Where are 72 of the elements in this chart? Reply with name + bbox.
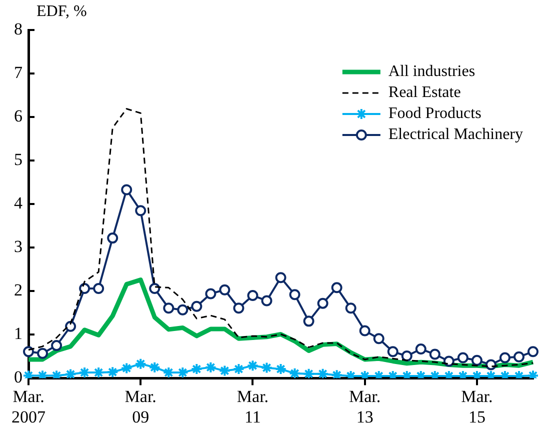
point — [302, 368, 315, 378]
point — [218, 364, 231, 377]
point — [303, 316, 314, 327]
x-tick-label: Mar. 13 — [349, 386, 381, 426]
y-tick-label: 8 — [14, 19, 22, 38]
point — [429, 348, 440, 360]
point — [163, 302, 174, 314]
point — [331, 282, 342, 294]
point — [471, 354, 482, 366]
point — [261, 295, 272, 306]
point — [107, 232, 118, 244]
point — [233, 302, 244, 314]
point — [246, 360, 259, 372]
point — [106, 366, 119, 378]
point — [92, 366, 105, 378]
point — [275, 272, 286, 284]
point — [457, 352, 468, 364]
point — [205, 288, 216, 300]
point — [387, 346, 398, 358]
point — [232, 363, 245, 376]
y-tick-label: 3 — [14, 237, 22, 256]
point — [219, 284, 230, 296]
y-tick-label: 7 — [14, 62, 23, 82]
point — [443, 356, 454, 367]
point — [191, 300, 202, 312]
point — [23, 346, 34, 358]
legend-label: Food Products — [388, 105, 482, 122]
point — [316, 368, 329, 378]
point — [120, 362, 133, 374]
point — [134, 358, 147, 370]
point — [93, 283, 104, 294]
y-tick-label: 5 — [14, 150, 22, 170]
point — [247, 290, 258, 302]
point — [317, 298, 328, 309]
x-tick-label: Mar. 11 — [236, 386, 269, 426]
x-tick-label: Mar. 15 — [461, 386, 493, 426]
point — [274, 363, 287, 376]
point — [415, 344, 426, 355]
legend-label: Real Estate — [388, 84, 461, 102]
legend-label: Electrical Machinery — [388, 126, 523, 144]
point — [37, 348, 48, 359]
y-tick-label: 1 — [14, 324, 22, 344]
point — [190, 363, 203, 376]
point — [359, 325, 370, 336]
point — [148, 361, 161, 374]
x-tick-label: Mar. 2007 — [12, 386, 46, 426]
point — [401, 350, 412, 362]
point — [373, 333, 384, 344]
point — [79, 283, 90, 294]
point — [345, 302, 356, 314]
legend-label: All industries — [388, 63, 476, 80]
point — [289, 289, 300, 300]
point — [513, 351, 524, 362]
point — [51, 340, 62, 352]
point — [177, 304, 188, 316]
point — [288, 367, 301, 378]
point — [499, 352, 510, 364]
point — [135, 205, 146, 216]
point — [121, 184, 132, 196]
point — [64, 368, 77, 378]
point — [260, 362, 273, 374]
point — [528, 346, 538, 358]
y-tick-label: 2 — [14, 280, 22, 300]
y-tick-label: 6 — [14, 106, 22, 126]
point — [65, 320, 76, 332]
point — [204, 361, 217, 374]
y-axis-title: EDF, % — [36, 3, 87, 20]
y-tick-label: 0 — [14, 368, 22, 387]
point — [149, 283, 160, 294]
point — [330, 369, 343, 378]
x-tick-label: Mar. 09 — [124, 386, 156, 426]
y-tick-label: 4 — [14, 194, 23, 213]
